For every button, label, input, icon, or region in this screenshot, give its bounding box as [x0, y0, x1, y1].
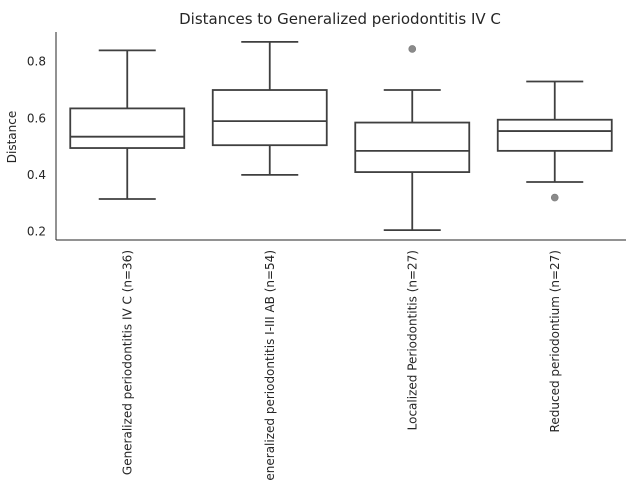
plot-area: 0.2 0.4 0.6 0.8 Generalized periodontitis IV… — [27, 32, 626, 480]
box — [354, 121, 471, 173]
chart-title: Distances to Generalized periodontitis I… — [179, 10, 501, 28]
y-tick-label: 0.6 — [27, 111, 46, 125]
x-tick-label: Reduced periodontium (n=27) — [548, 250, 562, 432]
x-tick-label: Localized Periodontitis (n=27) — [405, 250, 419, 430]
box — [211, 89, 328, 147]
y-tick-label: 0.2 — [27, 225, 46, 239]
outlier-point — [408, 45, 417, 53]
x-tick-label: Generalized periodontitis IV C (n=36) — [120, 250, 134, 475]
outlier-point — [550, 193, 559, 202]
box — [496, 118, 613, 152]
y-tick-label: 0.4 — [27, 168, 46, 182]
y-axis-label: Distance — [5, 111, 19, 163]
y-tick-label: 0.8 — [27, 55, 46, 69]
box — [69, 107, 186, 149]
x-tick-label: Generalized periodontitis I-III AB (n=54… — [263, 250, 277, 480]
